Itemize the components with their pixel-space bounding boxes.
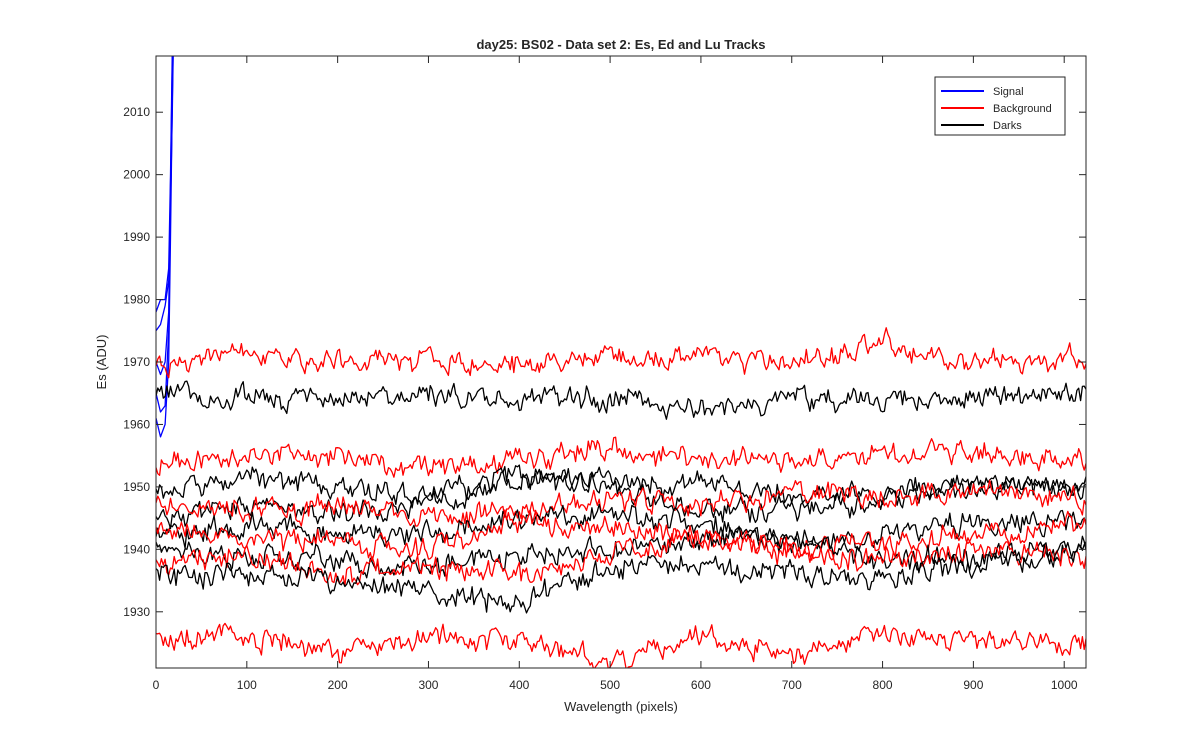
y-tick-label: 1990 [123,230,150,244]
series-line-background-7 [156,436,1086,478]
y-tick-label: 1960 [123,417,150,431]
x-tick-label: 0 [153,678,160,692]
x-tick-label: 800 [873,678,893,692]
series-line-background-5 [156,327,1086,379]
y-tick-label: 1950 [123,480,150,494]
series-line-darks-8 [156,466,1086,511]
y-tick-label: 2000 [123,168,150,182]
y-axis-label: Es (ADU) [94,335,109,390]
x-axis-label: Wavelength (pixels) [564,699,678,714]
series-line-background-14 [156,529,1086,587]
x-tick-label: 1000 [1051,678,1078,692]
series-line-darks-9 [156,464,1086,530]
x-tick-label: 600 [691,678,711,692]
series-line-signal-4 [156,56,174,376]
x-tick-label: 900 [963,678,983,692]
series-line-background-12 [156,509,1086,562]
x-tick-label: 700 [782,678,802,692]
legend-label-signal: Signal [993,86,1024,98]
legend: Signal Background Darks [934,76,1066,136]
x-tick-label: 500 [600,678,620,692]
y-tick-label: 1940 [123,542,150,556]
series-line-background-10 [156,479,1086,528]
series-layer [156,56,1086,668]
chart-title: day25: BS02 - Data set 2: Es, Ed and Lu … [476,37,765,52]
legend-label-darks: Darks [993,120,1022,132]
series-line-darks-6 [156,380,1086,420]
series-line-background-16 [156,622,1086,668]
legend-label-background: Background [993,103,1052,115]
y-tick-label: 1980 [123,293,150,307]
series-line-darks-15 [156,540,1086,614]
ticks-layer: 0 100 200 300 400 500 600 700 800 900 1000 1930 1940… [123,56,1086,692]
x-tick-label: 400 [509,678,529,692]
x-tick-label: 100 [237,678,257,692]
y-tick-label: 1970 [123,355,150,369]
y-tick-label: 2010 [123,105,150,119]
y-tick-label: 1930 [123,605,150,619]
x-tick-label: 300 [418,678,438,692]
x-tick-label: 200 [328,678,348,692]
